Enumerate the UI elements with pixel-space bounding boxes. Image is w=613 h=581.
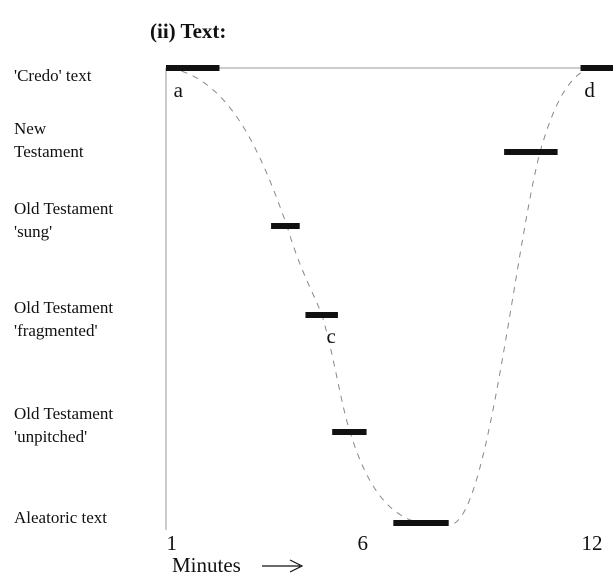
segment <box>332 429 367 435</box>
chart-title: (ii) Text: <box>150 19 226 43</box>
x-axis-label: Minutes <box>172 553 241 577</box>
x-tick-label: 12 <box>581 531 602 555</box>
category-label: New Testament <box>14 119 84 161</box>
category-label: Old Testament'fragmented' <box>14 298 113 340</box>
segment <box>305 312 338 318</box>
category-label: 'Credo' text <box>14 66 92 85</box>
annotation: d <box>584 78 595 102</box>
category-label: Old Testament'unpitched' <box>14 404 113 446</box>
segment <box>393 520 449 526</box>
x-tick-label: 1 <box>166 531 177 555</box>
category-label: Aleatoric text <box>14 508 107 527</box>
x-axis-arrow <box>262 559 304 573</box>
annotation: a <box>174 78 184 102</box>
segment <box>166 65 220 71</box>
annotation: c <box>326 324 335 348</box>
trajectory-curve <box>169 67 591 524</box>
x-tick-label: 6 <box>358 531 369 555</box>
segment <box>580 65 613 71</box>
segment <box>504 149 558 155</box>
segment <box>271 223 300 229</box>
category-label: Old Testament'sung' <box>14 199 113 241</box>
